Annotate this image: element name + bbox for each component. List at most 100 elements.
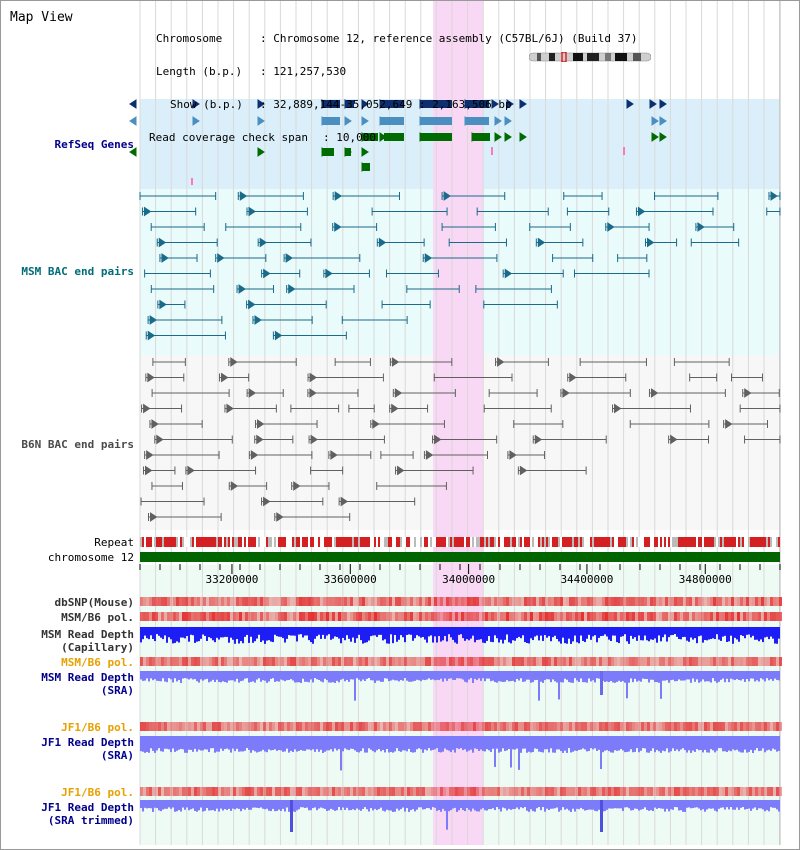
- bac-end-arrow: [504, 268, 513, 279]
- heat-cell: [419, 597, 422, 606]
- depth-bar: [632, 627, 634, 639]
- depth-bar: [286, 800, 288, 808]
- heat-cell: [167, 657, 170, 666]
- depth-bar: [704, 800, 706, 812]
- heat-cell: [518, 722, 521, 731]
- repeat-segment: [320, 537, 322, 547]
- depth-bar: [608, 800, 610, 809]
- heat-cell: [422, 657, 425, 666]
- depth-bar: [386, 800, 388, 810]
- depth-bar: [178, 800, 180, 811]
- heat-cell: [767, 787, 770, 796]
- heat-cell: [140, 657, 143, 666]
- heat-cell: [275, 787, 278, 796]
- depth-bar: [264, 671, 266, 681]
- depth-bar: [502, 671, 504, 682]
- repeat-segment: [476, 537, 478, 547]
- heat-cell: [572, 787, 575, 796]
- depth-bar: [274, 671, 276, 682]
- heat-cell: [707, 722, 710, 731]
- depth-bar: [328, 800, 330, 811]
- depth-bar: [348, 800, 350, 811]
- depth-bar: [510, 736, 512, 768]
- heat-cell: [689, 787, 692, 796]
- heat-cell: [284, 612, 287, 621]
- depth-bar: [646, 671, 648, 680]
- depth-bar: [570, 800, 572, 812]
- heat-cell: [341, 612, 344, 621]
- depth-bar: [386, 671, 388, 679]
- depth-bar: [682, 627, 684, 638]
- depth-bar: [584, 736, 586, 750]
- depth-bar: [164, 671, 166, 682]
- depth-bar: [288, 736, 290, 753]
- heat-cell: [230, 597, 233, 606]
- gene-exon-block: [420, 133, 452, 141]
- depth-bar: [614, 736, 616, 751]
- depth-bar: [524, 671, 526, 682]
- heat-cell: [512, 722, 515, 731]
- heat-cell: [740, 722, 743, 731]
- heat-cell: [251, 722, 254, 731]
- depth-bar: [618, 671, 620, 681]
- depth-bar: [722, 671, 724, 679]
- depth-bar: [520, 627, 522, 639]
- depth-bar: [606, 671, 608, 682]
- depth-bar: [750, 671, 752, 679]
- repeat-segment: [418, 537, 420, 547]
- depth-bar: [404, 671, 406, 679]
- heat-cell: [245, 612, 248, 621]
- repeat-segment: [706, 537, 708, 547]
- repeat-segment: [696, 537, 698, 547]
- heat-cell: [551, 612, 554, 621]
- repeat-segment: [462, 537, 464, 547]
- heat-cell: [665, 722, 668, 731]
- depth-bar: [306, 800, 308, 808]
- heat-cell: [179, 657, 182, 666]
- depth-bar: [368, 627, 370, 641]
- depth-bar: [376, 627, 378, 637]
- heat-cell: [377, 787, 380, 796]
- depth-bar: [244, 800, 246, 810]
- heat-cell: [449, 612, 452, 621]
- repeat-segment: [382, 537, 384, 547]
- depth-bar: [370, 627, 372, 637]
- depth-bar: [698, 671, 700, 683]
- bac-end-arrow: [509, 450, 517, 460]
- depth-bar: [186, 800, 188, 808]
- heat-cell: [392, 597, 395, 606]
- depth-bar: [242, 800, 244, 809]
- heat-cell: [266, 597, 269, 606]
- heat-cell: [203, 787, 206, 796]
- heat-cell: [581, 612, 584, 621]
- gene-feature: [649, 99, 657, 109]
- depth-bar: [286, 627, 288, 639]
- heat-cell: [461, 612, 464, 621]
- heat-cell: [332, 787, 335, 796]
- chromosome-ideogram[interactable]: [529, 52, 651, 62]
- depth-bar: [680, 800, 682, 811]
- heat-cell: [518, 612, 521, 621]
- depth-bar: [670, 736, 672, 752]
- depth-bar: [648, 627, 650, 642]
- depth-bar: [536, 671, 538, 680]
- heat-cell: [353, 722, 356, 731]
- heat-cell: [725, 612, 728, 621]
- heat-cell: [182, 722, 185, 731]
- heat-cell: [443, 597, 446, 606]
- heat-cell: [359, 722, 362, 731]
- heat-cell: [353, 612, 356, 621]
- heat-cell: [227, 597, 230, 606]
- depth-bar: [200, 800, 202, 808]
- bac-end-arrow: [248, 388, 257, 398]
- heat-cell: [701, 612, 704, 621]
- heat-cell: [278, 612, 281, 621]
- depth-bar: [474, 800, 476, 811]
- depth-bar: [328, 736, 330, 751]
- depth-bar: [748, 736, 750, 752]
- heat-cell: [473, 787, 476, 796]
- heat-cell: [236, 722, 239, 731]
- heat-cell: [728, 597, 731, 606]
- depth-bar: [712, 736, 714, 751]
